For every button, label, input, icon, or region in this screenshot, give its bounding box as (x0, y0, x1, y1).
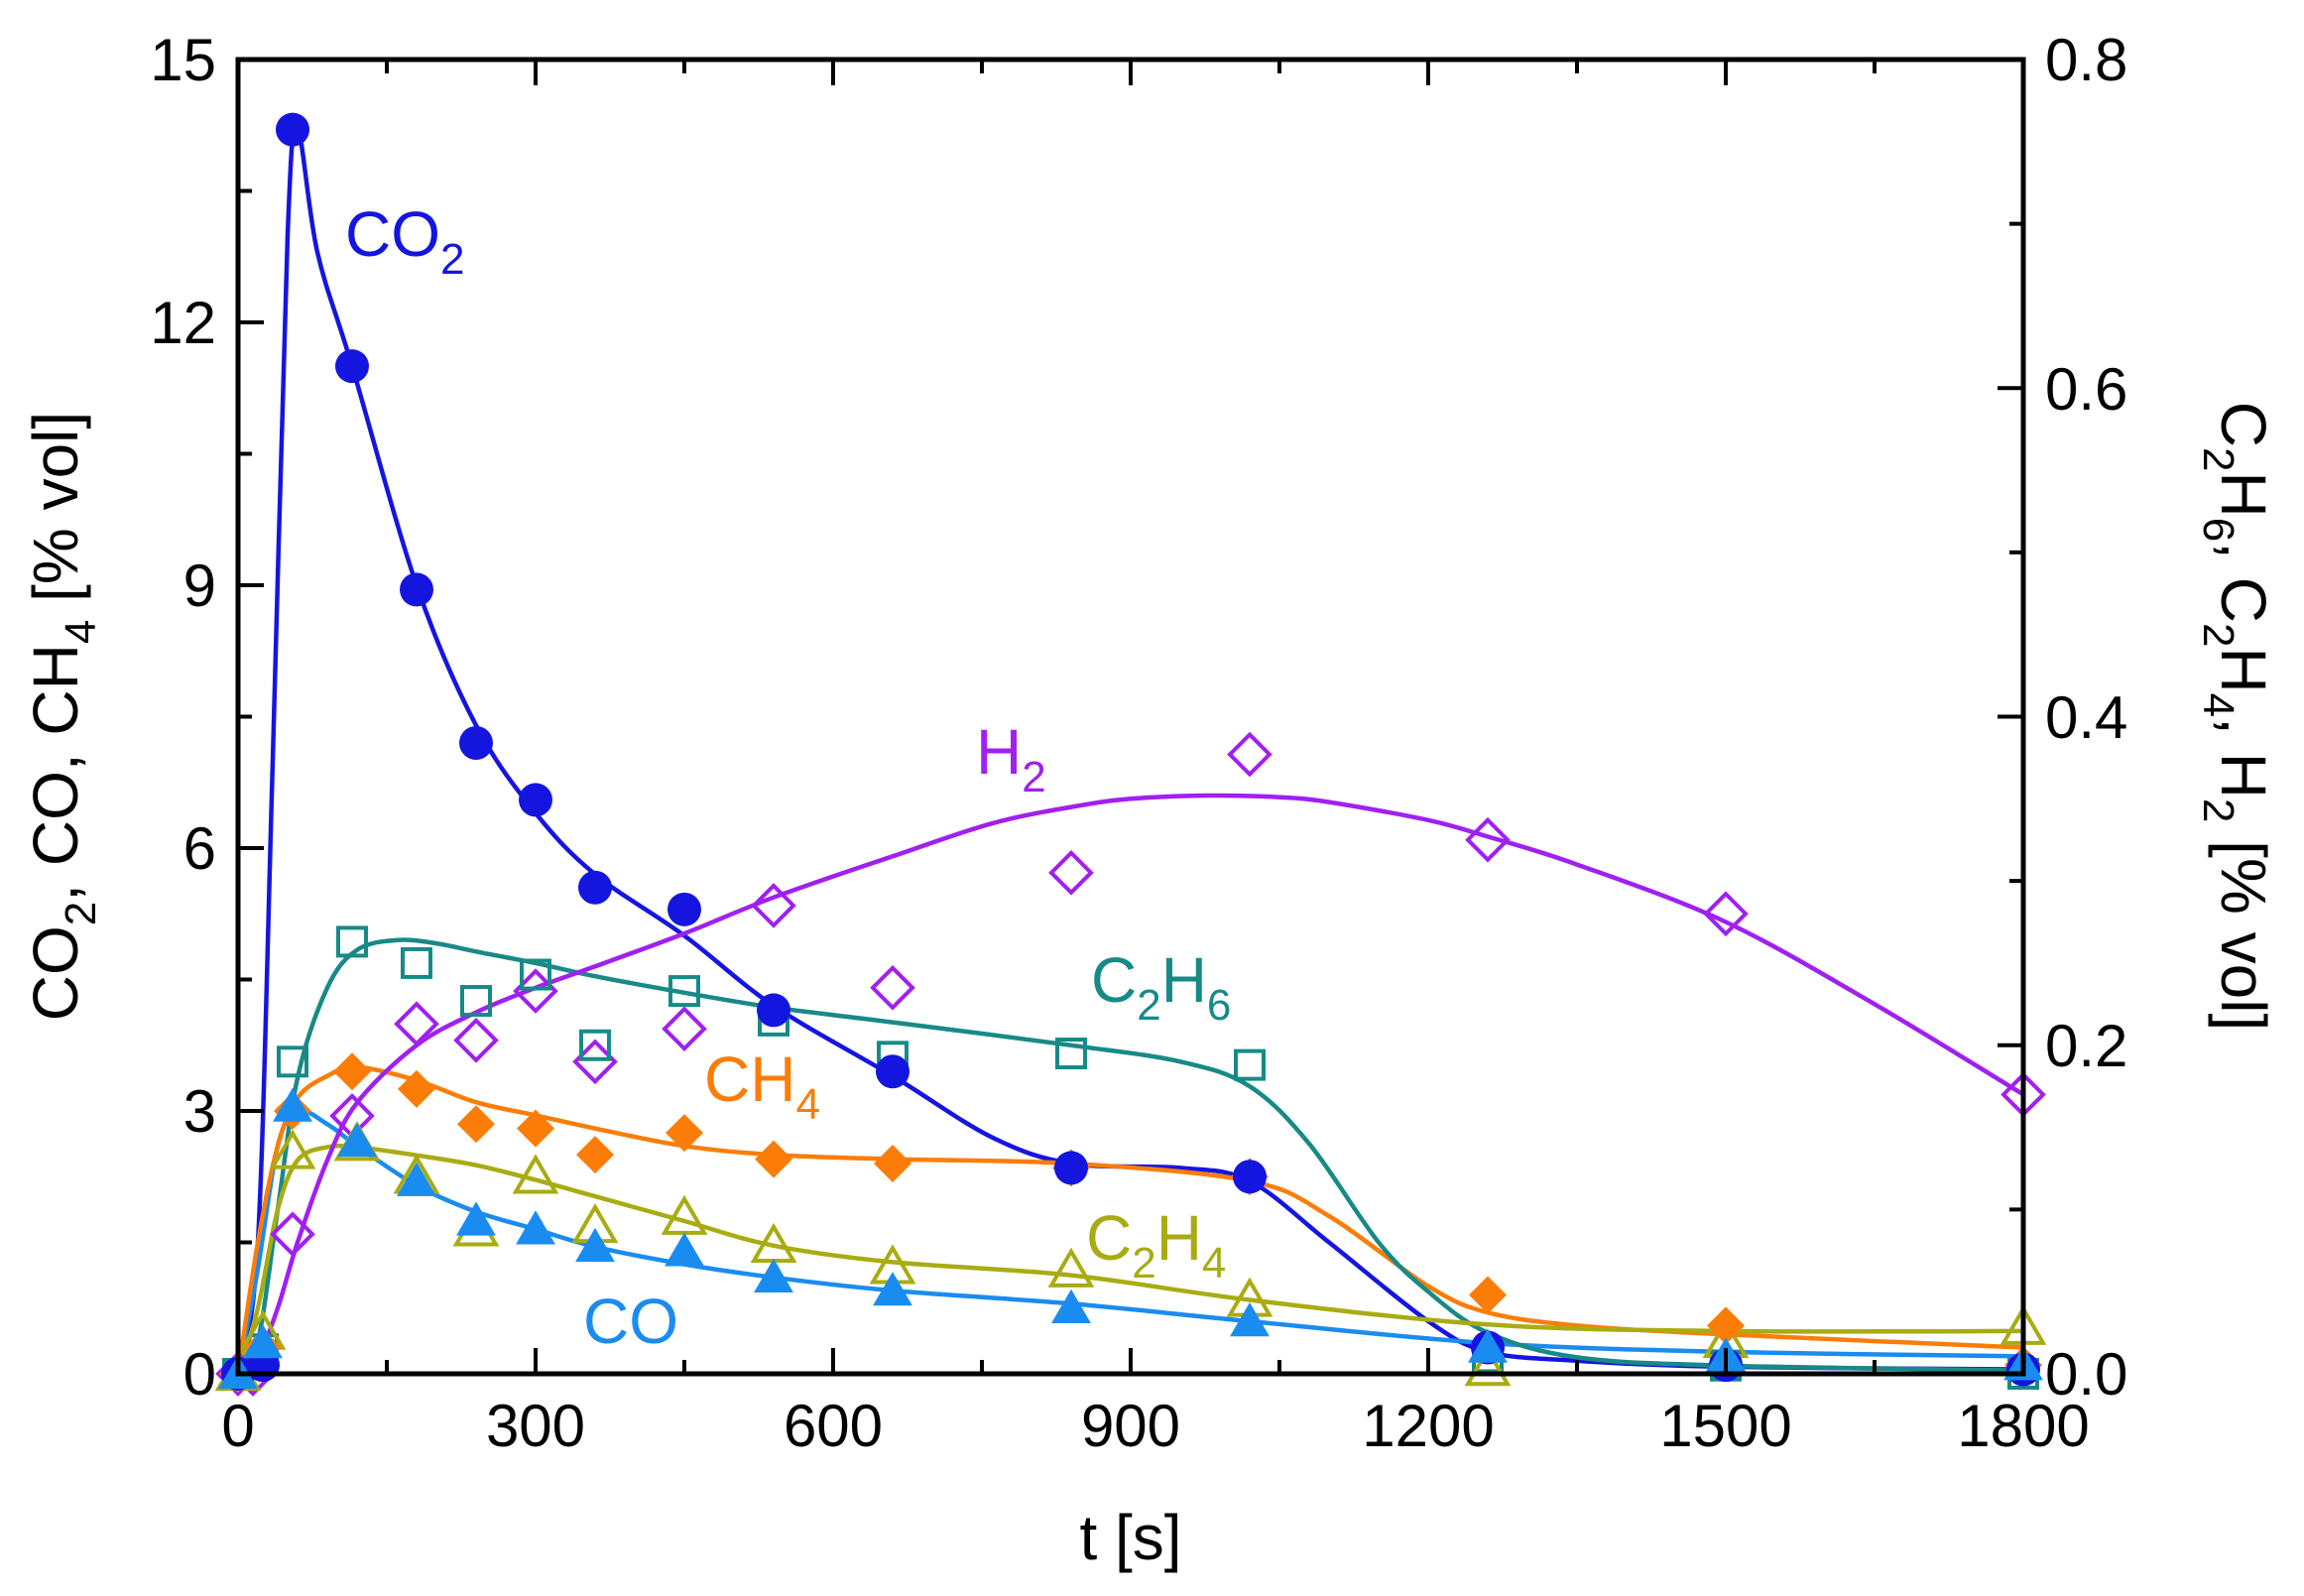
right-y-tick-label-0.2: 0.2 (2045, 1013, 2127, 1079)
marker-h2-9 (751, 883, 796, 928)
marker-ch4-13 (1469, 1276, 1507, 1314)
left-y-tick-label-9: 9 (183, 552, 216, 619)
marker-c2h6-4 (401, 946, 432, 979)
label-h2: H2 (976, 716, 1046, 801)
x-tick-label-1800: 1800 (1957, 1393, 2089, 1459)
left-y-axis-title: CO2, CO, CH4 [% vol] (20, 412, 105, 1021)
x-axis-title: t [s] (1079, 1502, 1181, 1573)
marker-c2h6-3 (336, 925, 368, 958)
marker-co2-9 (757, 993, 790, 1028)
marker-h2-2 (270, 1211, 315, 1258)
marker-co2-7 (578, 870, 612, 905)
marker-co2-6 (519, 783, 552, 817)
marker-h2-14 (1703, 891, 1749, 937)
x-tick-label-900: 900 (1081, 1393, 1180, 1459)
marker-co-11 (1051, 1289, 1091, 1323)
marker-h2-4 (394, 1001, 439, 1047)
marker-c2h6-11 (1055, 1038, 1087, 1070)
marker-ch4-10 (874, 1145, 911, 1182)
x-tick-label-300: 300 (486, 1393, 585, 1459)
marker-co-1 (243, 1324, 283, 1359)
right-y-tick-label-0.0: 0.0 (2045, 1341, 2127, 1408)
marker-ch4-8 (666, 1114, 703, 1153)
marker-h2-8 (662, 1006, 707, 1052)
marker-c2h6-8 (668, 975, 700, 1008)
marker-co-12 (1230, 1302, 1270, 1337)
fit-line-h2 (236, 793, 2025, 1376)
right-y-tick-label-0.6: 0.6 (2045, 356, 2127, 423)
marker-co-10 (873, 1272, 912, 1306)
marker-co-3 (337, 1122, 377, 1158)
fit-line-co2 (235, 126, 2024, 1375)
marker-c2h6-5 (460, 985, 492, 1018)
marker-c2h6-6 (520, 958, 551, 991)
x-tick-label-0: 0 (221, 1393, 254, 1459)
x-tick-label-1500: 1500 (1659, 1393, 1791, 1459)
marker-co-4 (397, 1162, 436, 1196)
marker-ch4-3 (333, 1052, 371, 1091)
marker-h2-13 (1465, 816, 1511, 863)
marker-co-5 (456, 1201, 496, 1236)
series-labels: CO2 H2 C2H6 CH4 C2H4 CO (345, 198, 1231, 1357)
label-c2h4: C2H4 (1086, 1202, 1226, 1288)
marker-co2-5 (459, 726, 493, 760)
left-y-tick-label-12: 12 (150, 290, 216, 356)
marker-co-9 (754, 1258, 793, 1293)
marker-ch4-14 (1707, 1306, 1745, 1345)
x-tick-label-1200: 1200 (1362, 1393, 1494, 1459)
marker-c2h4-11 (1047, 1247, 1095, 1288)
marker-co-7 (575, 1227, 615, 1263)
marker-co-6 (516, 1210, 555, 1245)
marker-ch4-4 (398, 1069, 435, 1108)
fit-curves (235, 126, 2025, 1376)
marker-c2h6-7 (579, 1029, 611, 1061)
left-y-tick-label-6: 6 (183, 815, 216, 882)
x-tick-labels: 0 300 600 900 1200 1500 1800 (221, 1393, 2089, 1459)
marker-h2-10 (870, 964, 915, 1011)
label-co: CO (583, 1286, 678, 1357)
left-y-tick-labels: 0 3 6 9 12 15 (150, 27, 216, 1408)
label-c2h6: C2H6 (1091, 944, 1231, 1030)
left-y-tick-label-3: 3 (183, 1078, 216, 1145)
label-ch4: CH4 (704, 1044, 820, 1129)
marker-ch4-6 (517, 1109, 554, 1148)
marker-co2-2 (276, 112, 309, 147)
marker-h2-11 (1048, 850, 1094, 896)
marker-co2-11 (1054, 1151, 1088, 1185)
marker-co2-12 (1233, 1160, 1267, 1194)
marker-co-13 (1468, 1328, 1508, 1363)
marker-co-2 (273, 1087, 312, 1122)
marker-co2-10 (876, 1054, 909, 1089)
marker-ch4-7 (576, 1136, 614, 1174)
marker-co2-4 (400, 572, 433, 607)
label-co2: CO2 (345, 198, 464, 284)
marker-h2-12 (1227, 731, 1273, 778)
marker-c2h4-13 (1464, 1346, 1512, 1387)
marker-co-8 (665, 1232, 704, 1267)
right-y-axis-title: C2H6, C2H4, H2 [% vol] (2194, 402, 2279, 1031)
marker-h2-5 (453, 1017, 499, 1063)
marker-co2-8 (667, 892, 701, 926)
right-y-tick-label-0.8: 0.8 (2045, 27, 2127, 93)
marker-ch4-9 (755, 1140, 792, 1178)
axis-ticks (236, 58, 2025, 1376)
marker-co2-3 (335, 349, 369, 384)
left-y-tick-label-15: 15 (150, 27, 216, 93)
plot-frame (235, 57, 2026, 1377)
marker-c2h6-12 (1234, 1048, 1266, 1081)
x-tick-label-600: 600 (784, 1393, 883, 1459)
marker-ch4-5 (457, 1105, 495, 1144)
fit-line-ch4 (235, 1064, 2024, 1375)
left-y-tick-label-0: 0 (183, 1341, 216, 1408)
marker-c2h4-2 (269, 1129, 316, 1169)
marker-c2h6-2 (277, 1045, 308, 1078)
right-y-tick-labels: 0.0 0.2 0.4 0.6 0.8 (2045, 27, 2127, 1408)
marker-c2h4-6 (512, 1154, 559, 1194)
right-y-tick-label-0.4: 0.4 (2045, 684, 2127, 751)
